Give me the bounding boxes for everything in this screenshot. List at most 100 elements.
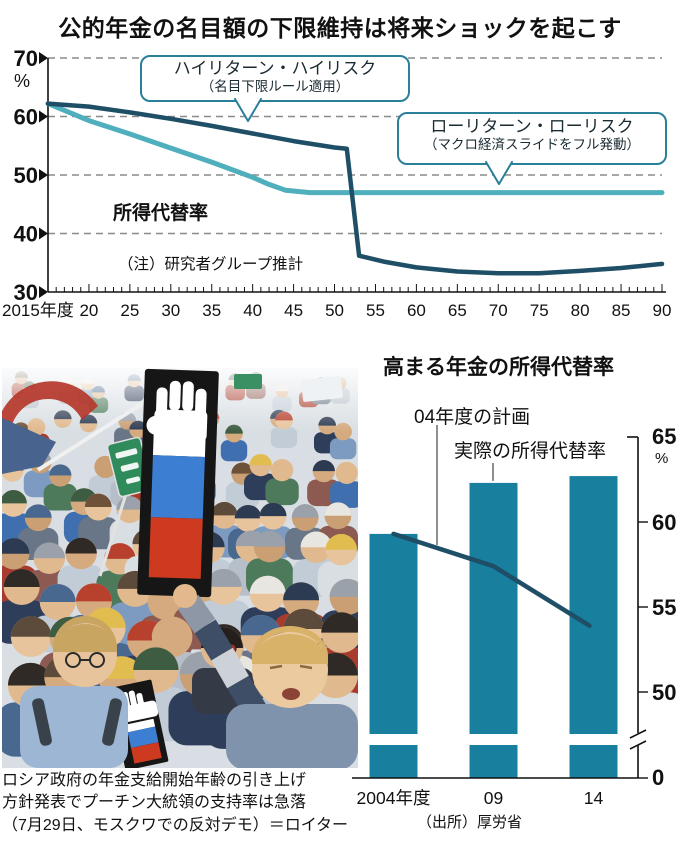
replacement-rate-line-chart: 70 60 50 40 30% 2015年度 20 25 30 35 40 45 50 55 60 65 70 7… [2,46,672,320]
person-cap [324,502,352,516]
protest-photo [2,368,358,768]
y-tick-label: 40 [14,222,38,247]
person-cap [312,460,335,472]
callout-line1: ハイリターン・ハイリスク [173,59,377,78]
hand [173,584,197,608]
person-cap [75,583,112,602]
person-body [330,481,358,508]
label-2004-plan: 04年度の計画 [414,407,531,428]
person-cap [10,616,52,637]
x-tick-label: 85 [612,301,631,320]
person-body [43,483,77,511]
y-tick-label: 30 [14,280,38,305]
person-body [220,440,248,462]
axis-break-mark [629,729,647,739]
hair-top [53,624,117,652]
callout-tail [234,98,262,122]
hair [53,616,117,655]
person-cap [259,502,287,517]
bar-09 [469,482,518,778]
callout-tail [485,161,513,185]
x-tick-label: 60 [407,301,426,320]
person-cap [65,537,97,554]
open-mouth [282,688,300,700]
person-cap [231,462,254,474]
green-sign-far [234,374,262,389]
flag-pole [36,394,156,472]
person-cap [249,454,272,466]
person-body [270,426,298,449]
axis-break-mark [629,740,647,750]
person-cap [234,504,262,519]
striped-sleeve [194,619,233,661]
blue-umbrella [2,418,56,474]
replacement-rate-bar-chart: 65% 60 55 50 0 2004年度 09 14 [352,424,676,808]
y-tick-label: 50 [652,680,676,705]
flag-red-stripe [148,517,203,579]
y-tick-label: 60 [14,105,38,130]
source-note: （出所）厚労省 [417,814,523,831]
person-cap [321,612,358,633]
x-tick-label: 45 [284,301,303,320]
protest-photo-illustration [2,368,358,768]
person-cap [205,568,242,587]
x-tick-label: 40 [243,301,262,320]
x-tick-label: 35 [202,301,221,320]
eye [269,664,283,670]
flag-blue-stripe [150,455,205,519]
person-cap [2,538,30,554]
sign-pole [98,493,128,577]
person-cap [210,501,238,516]
person-cap [33,542,66,559]
y-tick-arrow [39,286,48,298]
person-cap [2,490,27,504]
y-tick-label: 0 [652,765,664,790]
person-cap [3,568,40,587]
fist-icon [146,380,208,441]
backpack-strap [32,698,52,746]
caption-line: （7月29日、モスクワでの反対デモ）＝ロイター [2,816,349,834]
x-tick-label: 25 [120,301,139,320]
person-cap [329,578,358,597]
eye [299,664,313,670]
low-return-low-risk-line [45,101,665,196]
y-tick-arrow [39,169,48,181]
series-label-replacement-rate: 所得代替率 [113,203,209,224]
bar-chart-title: 高まる年金の所得代替率 [383,356,614,379]
bar-14 [569,476,618,778]
x-tick-label: 2015年度 [2,301,74,320]
chart-note: （注）研究者グループ推計 [118,256,304,273]
y-tick-arrow [39,52,48,64]
x-tick-label: 75 [530,301,549,320]
fist-placard [137,368,219,598]
person-cap [7,662,54,686]
person-cap [283,608,324,630]
person-cap [249,575,286,594]
callout-line2: （名目下限ルール適用） [200,79,350,95]
striped-sleeve [211,647,249,689]
person-body [265,478,299,506]
person-cap [283,582,320,601]
person-head [335,461,358,484]
photo-caption: ロシア政府の年金支給開始年齢の引き上げ 方針発表でプーチン大統領の支持率は急落 … [2,770,362,837]
x-tick-label: 90 [653,301,672,320]
y-tick-arrow [39,227,48,240]
page-title: 公的年金の名目額の下限維持は将来ショックを起こす [58,15,622,41]
x-tick-label: 30 [161,301,180,320]
red-banner [2,381,98,438]
person-cap [24,504,52,518]
high-return-high-risk-line [45,101,665,276]
x-tick-label: 55 [366,301,385,320]
person-cap [49,464,72,476]
person-head [270,459,294,482]
person-head [151,616,193,658]
person-cap [325,533,357,550]
backpack-strap [102,698,122,746]
callout-line1: ローリターン・ローリスク [430,117,634,136]
man-shouting [226,626,358,768]
person-cap [133,647,179,671]
x-tick-label: 80 [571,301,590,320]
x-category-label: 2004年度 [357,788,431,808]
y-axis-unit: % [14,71,30,91]
